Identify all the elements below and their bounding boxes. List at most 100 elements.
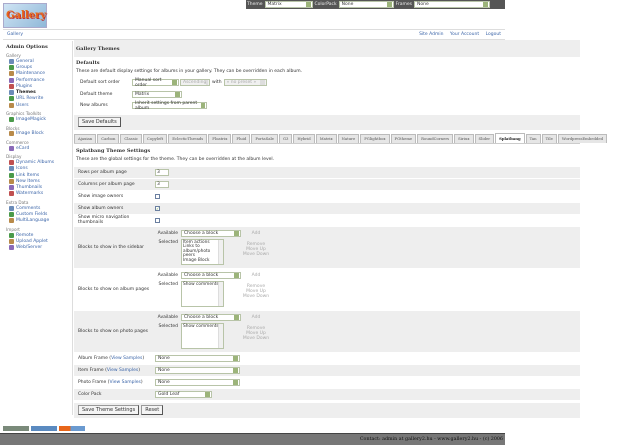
move-up-button[interactable]: Move Up bbox=[246, 330, 266, 336]
tab-siriux[interactable]: Siriux bbox=[454, 133, 474, 143]
tab-copyleft[interactable]: Copyleft bbox=[143, 133, 168, 143]
save-defaults-button[interactable]: Save Defaults bbox=[78, 117, 121, 127]
sidebar-item-maintenance[interactable]: Maintenance bbox=[6, 71, 69, 77]
sidebar-item-custom-fields[interactable]: Custom Fields bbox=[6, 211, 69, 217]
view-samples-link[interactable]: View Samples bbox=[106, 367, 139, 373]
frames-select[interactable]: None bbox=[414, 1, 491, 8]
save-theme-settings-button[interactable]: Save Theme Settings bbox=[78, 405, 140, 415]
move-up-button[interactable]: Move Up bbox=[246, 288, 266, 294]
view-samples-link[interactable]: View Samples bbox=[109, 379, 141, 385]
tab-g3[interactable]: G3 bbox=[278, 133, 293, 143]
show-image-owners-checkbox[interactable] bbox=[155, 193, 160, 199]
sidebar-item-link-items[interactable]: Link Items bbox=[6, 172, 69, 178]
add-block-button[interactable]: Add bbox=[251, 314, 261, 320]
sidebar-item-imagemagick[interactable]: ImageMagick bbox=[6, 116, 69, 123]
available-blocks-select[interactable]: Choose a block bbox=[181, 313, 241, 321]
columns-per-page-input[interactable]: 3 bbox=[155, 180, 169, 188]
sidebar-item-image-block[interactable]: Image Block bbox=[6, 131, 69, 137]
tab-eclecticthreads[interactable]: EclecticThreads bbox=[168, 133, 208, 143]
sidebar-item-plugins[interactable]: Plugins bbox=[6, 83, 69, 89]
sidebar-item-upload-applet[interactable]: Upload Applet bbox=[6, 238, 69, 244]
sidebar-item-groups[interactable]: Groups bbox=[6, 64, 69, 70]
tab-portasale[interactable]: PortaSale bbox=[251, 133, 278, 143]
sidebar-item-performance[interactable]: Performance bbox=[6, 77, 69, 83]
sidebar-item-remote[interactable]: Remote bbox=[6, 232, 69, 238]
sidebar-item-new-items[interactable]: New Items bbox=[6, 178, 69, 184]
tab-floatrix[interactable]: Floatrix bbox=[208, 133, 232, 143]
selected-block-item[interactable]: Show comments bbox=[183, 281, 219, 287]
sort-order-select[interactable]: Manual sort order bbox=[132, 78, 179, 88]
default-theme-select[interactable]: Matrix bbox=[132, 90, 182, 98]
tab-pglightbox[interactable]: PGlightbox bbox=[360, 133, 390, 143]
gallery-badge[interactable] bbox=[59, 426, 85, 431]
tab-hybrid[interactable]: Hybrid bbox=[293, 133, 315, 143]
show-micro-nav-checkbox[interactable] bbox=[155, 217, 160, 223]
remove-block-button[interactable]: Remove bbox=[246, 325, 266, 331]
tab-slider[interactable]: Slider bbox=[474, 133, 495, 143]
tab-tan[interactable]: Tan bbox=[525, 133, 541, 143]
add-block-button[interactable]: Add bbox=[251, 230, 261, 236]
theme-select[interactable]: Matrix bbox=[264, 1, 313, 8]
tab-matrix[interactable]: Matrix bbox=[315, 133, 337, 143]
move-down-button[interactable]: Move Down bbox=[242, 293, 270, 299]
sidebar-item-url-rewrite[interactable]: URL Rewrite bbox=[6, 96, 69, 102]
selected-block-item[interactable]: Links to album/photo peers bbox=[183, 244, 211, 259]
sidebar-item-themes[interactable]: Themes bbox=[6, 89, 69, 96]
colorpack-select[interactable]: None bbox=[338, 1, 394, 8]
selected-blocks-list[interactable]: Show comments bbox=[181, 322, 224, 349]
logout-link[interactable]: Logout bbox=[485, 32, 501, 37]
tab-carbon[interactable]: Carbon bbox=[97, 133, 120, 143]
sidebar-item-ecard[interactable]: eCard bbox=[6, 145, 69, 151]
tab-ajaxian[interactable]: Ajaxian bbox=[74, 133, 97, 143]
selected-block-item[interactable]: Show comments bbox=[183, 323, 219, 329]
remove-block-button[interactable]: Remove bbox=[246, 241, 266, 247]
site-admin-link[interactable]: Site Admin bbox=[419, 32, 444, 37]
add-block-button[interactable]: Add bbox=[251, 272, 261, 278]
your-account-link[interactable]: Your Account bbox=[449, 32, 480, 37]
photo-frame-select[interactable]: None bbox=[155, 378, 240, 386]
reset-button[interactable]: Reset bbox=[141, 405, 164, 415]
preset-select[interactable]: « no preset » bbox=[223, 79, 267, 87]
remove-block-button[interactable]: Remove bbox=[246, 283, 266, 289]
tab-wordpressembedded[interactable]: WordpressEmbedded bbox=[557, 133, 607, 143]
sidebar-item-icons[interactable]: Icons bbox=[6, 166, 69, 172]
new-albums-select[interactable]: Inherit settings from parent album bbox=[132, 101, 207, 111]
sidebar-item-dynamic-albums[interactable]: Dynamic Albums bbox=[6, 159, 69, 165]
move-up-button[interactable]: Move Up bbox=[246, 246, 266, 252]
tab-pgtheme[interactable]: PGtheme bbox=[390, 133, 417, 143]
firefox-badge[interactable] bbox=[31, 426, 57, 431]
validation-badge[interactable] bbox=[3, 426, 29, 431]
tab-roundcorners[interactable]: RoundCorners bbox=[417, 133, 454, 143]
rows-per-page-input[interactable]: 3 bbox=[155, 168, 169, 176]
selected-block-item[interactable]: Item actions bbox=[183, 239, 210, 245]
sidebar-item-web-server[interactable]: Web/Server bbox=[6, 245, 69, 251]
show-album-owners-checkbox[interactable]: ✓ bbox=[155, 205, 160, 211]
selected-blocks-list[interactable]: Item actions Links to album/photo peers Im… bbox=[181, 238, 224, 265]
move-down-button[interactable]: Move Down bbox=[242, 335, 270, 341]
sort-direction-select[interactable]: Ascending bbox=[180, 79, 210, 87]
selected-block-item[interactable]: Image Block bbox=[183, 257, 210, 263]
available-blocks-select[interactable]: Choose a block bbox=[181, 271, 241, 279]
tab-nature[interactable]: Nature bbox=[337, 133, 360, 143]
gallery-logo[interactable]: Gallery bbox=[3, 3, 47, 28]
item-frame-select[interactable]: None bbox=[155, 366, 240, 374]
sidebar-item-thumbnails[interactable]: Thumbnails bbox=[6, 184, 69, 191]
selected-blocks-list[interactable]: Show comments bbox=[181, 280, 224, 307]
move-down-button[interactable]: Move Down bbox=[242, 251, 270, 257]
new-items-icon bbox=[9, 178, 14, 184]
color-pack-select[interactable]: Gold Leaf bbox=[155, 390, 212, 398]
tab-fluid[interactable]: Fluid bbox=[232, 133, 251, 143]
tab-tile[interactable]: Tile bbox=[541, 133, 557, 143]
sidebar-item-watermarks[interactable]: Watermarks bbox=[6, 191, 69, 197]
sidebar-item-users[interactable]: Users bbox=[6, 102, 69, 108]
available-blocks-select[interactable]: Choose a block bbox=[181, 229, 241, 237]
sidebar-item-comments[interactable]: Comments bbox=[6, 205, 69, 211]
item-frame-value: None bbox=[158, 367, 170, 373]
album-frame-select[interactable]: None bbox=[155, 354, 240, 362]
sidebar-item-general[interactable]: General bbox=[6, 58, 69, 64]
tab-splatbang[interactable]: Splatbang bbox=[495, 132, 525, 143]
breadcrumb-gallery[interactable]: Gallery bbox=[7, 32, 24, 37]
sidebar-item-multilanguage[interactable]: MultiLanguage bbox=[6, 218, 69, 224]
tab-classic[interactable]: Classic bbox=[120, 133, 143, 143]
view-samples-link[interactable]: View Samples bbox=[111, 355, 143, 361]
